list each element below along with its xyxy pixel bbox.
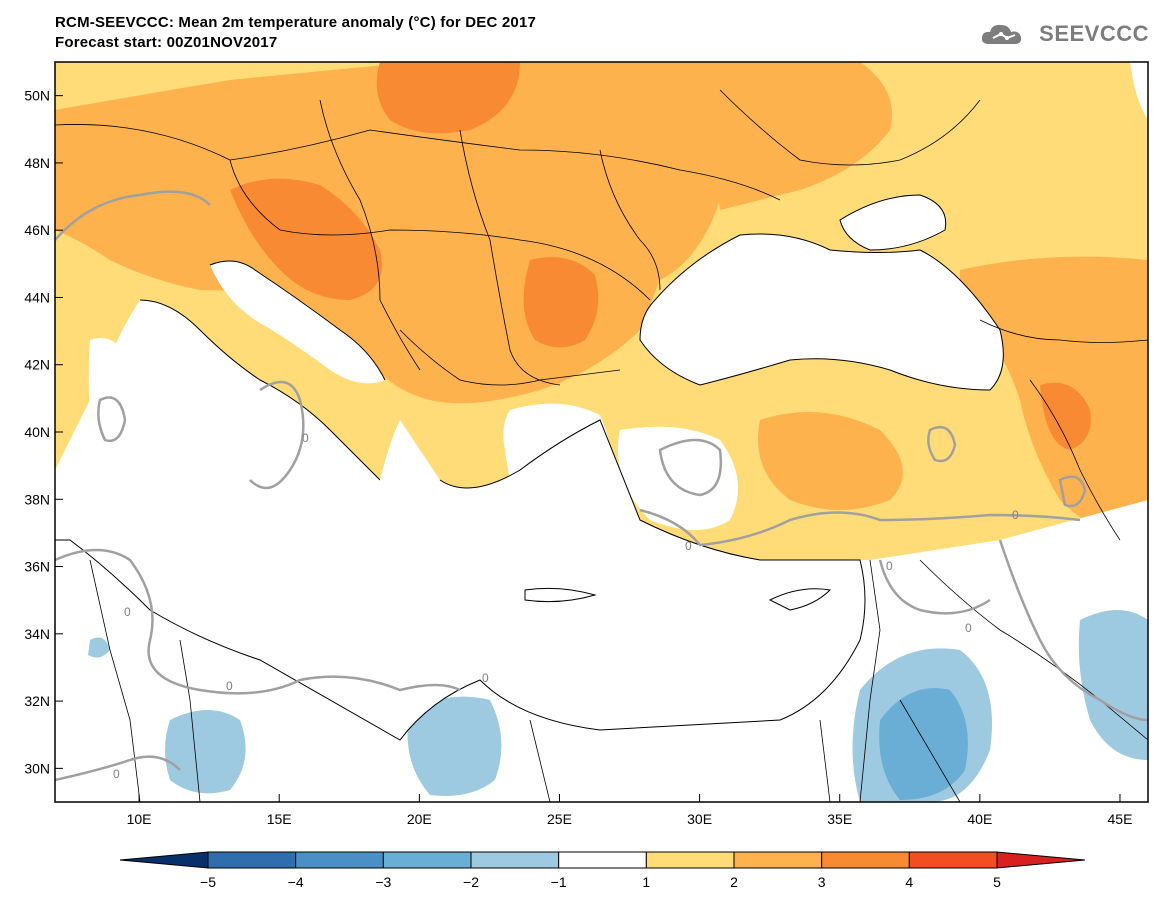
lat-tick-label: 30N xyxy=(24,760,50,776)
contour-label: 0 xyxy=(226,679,233,693)
lon-tick-label: 30E xyxy=(687,811,712,827)
colorbar-segment xyxy=(470,851,560,869)
lon-tick-label: 35E xyxy=(827,811,852,827)
longitude-axis: 10E 15E 20E 25E 30E 35E 40E 45E xyxy=(127,794,1133,827)
contour-label: 0 xyxy=(113,767,120,781)
colorbar-segment xyxy=(295,851,384,869)
logo-text: SEEVCCC xyxy=(1039,21,1149,46)
colorbar-max-arrow xyxy=(996,851,1086,869)
contour-label: 0 xyxy=(482,671,489,685)
lat-tick-label: 32N xyxy=(24,693,50,709)
colorbar-label: −2 xyxy=(463,874,479,890)
anomaly-2-3-anatolia xyxy=(758,412,903,510)
zero-contours xyxy=(55,190,1148,782)
map-field: 0 0 0 0 0 0 0 0 0 xyxy=(55,62,1148,802)
colorbar-label: −1 xyxy=(551,874,567,890)
lon-tick-label: 45E xyxy=(1108,811,1133,827)
tyrrhenian-sea xyxy=(128,330,290,500)
lon-tick-label: 40E xyxy=(967,811,992,827)
anomaly-2-3-ukraine xyxy=(700,62,892,210)
colorbar-min-arrow xyxy=(119,851,209,869)
cloud-logo-icon xyxy=(982,24,1022,44)
anomaly-neg1-neg2-tunisia xyxy=(165,710,246,794)
lat-tick-label: 42N xyxy=(24,357,50,373)
colorbar-label: −3 xyxy=(375,874,391,890)
anomaly-neg1-neg2-libya xyxy=(407,696,502,796)
colorbar-label: 3 xyxy=(818,874,826,890)
adriatic-sea xyxy=(210,261,385,384)
colorbar-label: 1 xyxy=(642,874,650,890)
contour-label: 0 xyxy=(1012,508,1019,522)
lat-tick-label: 38N xyxy=(24,491,50,507)
anomaly-neg1-neg2-algeria xyxy=(88,637,110,658)
neutral-anatolia-west xyxy=(618,426,738,530)
colorbar-label: −4 xyxy=(288,874,304,890)
lat-tick-label: 36N xyxy=(24,559,50,575)
country-borders xyxy=(55,89,1148,802)
colorbar-label: 2 xyxy=(730,874,738,890)
contour-label: 0 xyxy=(965,621,972,635)
colorbar-label: 4 xyxy=(905,874,913,890)
lon-tick-label: 10E xyxy=(127,811,152,827)
lat-tick-label: 40N xyxy=(24,424,50,440)
seevccc-logo: SEEVCCC xyxy=(979,20,1149,48)
contour-label: 0 xyxy=(124,605,131,619)
anomaly-3-4-alps xyxy=(230,178,382,300)
lon-tick-label: 15E xyxy=(267,811,292,827)
colorbar-segment xyxy=(733,851,823,869)
colorbar-segment xyxy=(908,851,998,869)
colorbar: −5 −4 −3 −2 −1 1 2 3 4 5 xyxy=(119,851,1086,890)
anomaly-3-4-armenia xyxy=(1040,382,1091,450)
map-title: RCM-SEEVCCC: Mean 2m temperature anomaly… xyxy=(55,14,537,31)
latitude-axis: 50N 48N 46N 44N 42N 40N 38N 36N 34N 32N 30N xyxy=(24,88,63,776)
contour-label: 0 xyxy=(302,431,309,445)
anomaly-neg1-neg2-arabia xyxy=(1078,610,1148,760)
lat-tick-label: 50N xyxy=(24,88,50,104)
colorbar-segment xyxy=(207,851,297,869)
colorbar-segment xyxy=(382,851,472,869)
anomaly-3-4-romania xyxy=(523,257,599,348)
colorbar-label: 5 xyxy=(993,874,1001,890)
lat-tick-label: 34N xyxy=(24,626,50,642)
lon-tick-label: 20E xyxy=(407,811,432,827)
black-sea xyxy=(640,234,1004,390)
lat-tick-label: 44N xyxy=(24,289,50,305)
sea-of-azov xyxy=(840,195,946,250)
colorbar-segment xyxy=(821,851,910,869)
aegean-sea xyxy=(503,403,616,547)
zero-contour-labels: 0 0 0 0 0 0 0 0 0 xyxy=(113,431,1019,781)
lat-tick-label: 48N xyxy=(24,155,50,171)
anomaly-3-4-germany xyxy=(376,62,520,134)
lon-tick-label: 25E xyxy=(547,811,572,827)
lat-tick-label: 46N xyxy=(24,222,50,238)
caspian-sea-edge xyxy=(1130,62,1148,120)
colorbar-segment xyxy=(645,851,735,869)
contour-label: 0 xyxy=(685,539,692,553)
contour-label: 0 xyxy=(886,559,893,573)
colorbar-label: −5 xyxy=(200,874,216,890)
forecast-start-label: Forecast start: 00Z01NOV2017 xyxy=(55,34,278,51)
colorbar-segment xyxy=(558,851,647,869)
anomaly-neg2-neg3-levant xyxy=(879,688,968,800)
coastlines xyxy=(55,194,1004,741)
